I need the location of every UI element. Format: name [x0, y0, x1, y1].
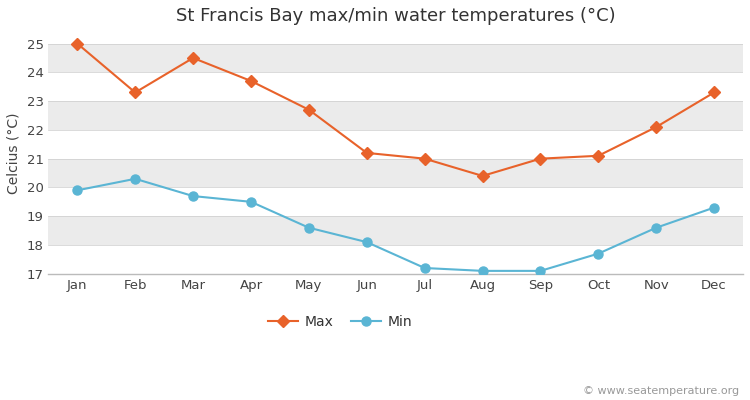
Bar	[48, 245, 743, 274]
Min	[710, 205, 718, 210]
Line: Min: Min	[73, 174, 718, 275]
Legend: Max, Min: Max, Min	[262, 309, 419, 334]
Bar	[48, 101, 743, 130]
Min	[362, 240, 371, 244]
Max	[478, 174, 487, 178]
Max	[304, 107, 313, 112]
Title: St Francis Bay max/min water temperatures (°C): St Francis Bay max/min water temperature…	[176, 7, 616, 25]
Bar	[48, 72, 743, 101]
Max	[130, 90, 140, 95]
Min	[536, 268, 545, 273]
Min	[478, 268, 487, 273]
Min	[188, 194, 197, 198]
Min	[247, 200, 256, 204]
Y-axis label: Celcius (°C): Celcius (°C)	[7, 112, 21, 194]
Min	[420, 266, 429, 270]
Max	[362, 150, 371, 155]
Max	[73, 41, 82, 46]
Max	[652, 125, 661, 130]
Bar	[48, 188, 743, 216]
Bar	[48, 130, 743, 159]
Bar	[48, 44, 743, 72]
Max	[188, 56, 197, 60]
Max	[536, 156, 545, 161]
Min	[73, 188, 82, 193]
Min	[594, 251, 603, 256]
Bar	[48, 32, 743, 44]
Line: Max: Max	[74, 39, 718, 180]
Bar	[48, 159, 743, 188]
Max	[594, 153, 603, 158]
Min	[304, 225, 313, 230]
Max	[710, 90, 718, 95]
Min	[130, 176, 140, 181]
Text: © www.seatemperature.org: © www.seatemperature.org	[583, 386, 739, 396]
Max	[247, 78, 256, 83]
Min	[652, 225, 661, 230]
Bar	[48, 216, 743, 245]
Max	[420, 156, 429, 161]
